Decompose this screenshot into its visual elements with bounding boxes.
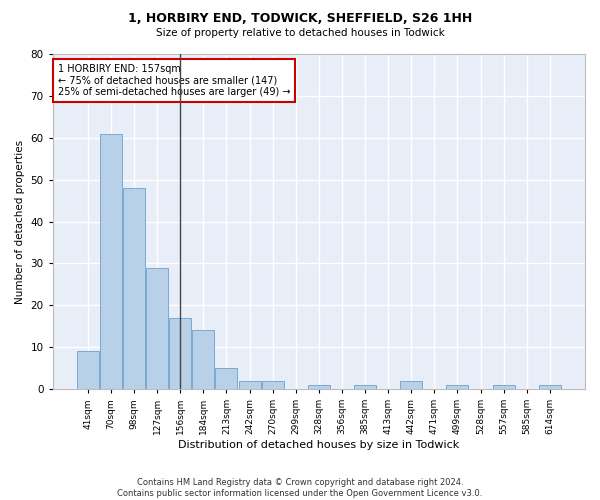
Bar bbox=[539, 385, 561, 389]
Bar bbox=[446, 385, 469, 389]
Bar bbox=[146, 268, 168, 389]
Bar bbox=[493, 385, 515, 389]
Bar bbox=[308, 385, 330, 389]
Bar bbox=[354, 385, 376, 389]
Y-axis label: Number of detached properties: Number of detached properties bbox=[15, 140, 25, 304]
Text: 1 HORBIRY END: 157sqm
← 75% of detached houses are smaller (147)
25% of semi-det: 1 HORBIRY END: 157sqm ← 75% of detached … bbox=[58, 64, 290, 98]
Bar bbox=[193, 330, 214, 389]
Bar bbox=[123, 188, 145, 389]
Bar bbox=[239, 380, 260, 389]
X-axis label: Distribution of detached houses by size in Todwick: Distribution of detached houses by size … bbox=[178, 440, 460, 450]
Bar bbox=[77, 352, 99, 389]
Bar bbox=[215, 368, 238, 389]
Text: Size of property relative to detached houses in Todwick: Size of property relative to detached ho… bbox=[155, 28, 445, 38]
Bar bbox=[262, 380, 284, 389]
Bar bbox=[400, 380, 422, 389]
Text: Contains HM Land Registry data © Crown copyright and database right 2024.
Contai: Contains HM Land Registry data © Crown c… bbox=[118, 478, 482, 498]
Bar bbox=[169, 318, 191, 389]
Text: 1, HORBIRY END, TODWICK, SHEFFIELD, S26 1HH: 1, HORBIRY END, TODWICK, SHEFFIELD, S26 … bbox=[128, 12, 472, 26]
Bar bbox=[100, 134, 122, 389]
